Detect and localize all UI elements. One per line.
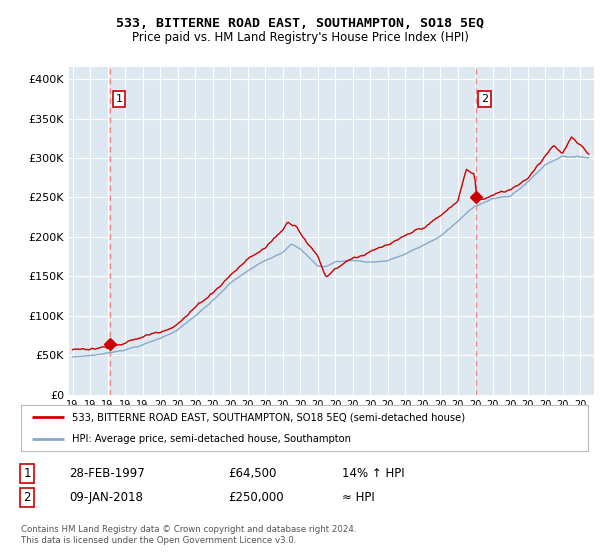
Text: 2: 2 <box>23 491 31 504</box>
Text: Contains HM Land Registry data © Crown copyright and database right 2024.
This d: Contains HM Land Registry data © Crown c… <box>21 525 356 545</box>
Text: 09-JAN-2018: 09-JAN-2018 <box>69 491 143 504</box>
Text: 28-FEB-1997: 28-FEB-1997 <box>69 466 145 480</box>
Text: 533, BITTERNE ROAD EAST, SOUTHAMPTON, SO18 5EQ: 533, BITTERNE ROAD EAST, SOUTHAMPTON, SO… <box>116 17 484 30</box>
Text: £64,500: £64,500 <box>228 466 277 480</box>
Text: 1: 1 <box>115 94 122 104</box>
Text: 2: 2 <box>481 94 488 104</box>
Text: 14% ↑ HPI: 14% ↑ HPI <box>342 466 404 480</box>
Text: ≈ HPI: ≈ HPI <box>342 491 375 504</box>
Text: 1: 1 <box>23 466 31 480</box>
Text: 533, BITTERNE ROAD EAST, SOUTHAMPTON, SO18 5EQ (semi-detached house): 533, BITTERNE ROAD EAST, SOUTHAMPTON, SO… <box>72 412 465 422</box>
Text: Price paid vs. HM Land Registry's House Price Index (HPI): Price paid vs. HM Land Registry's House … <box>131 31 469 44</box>
Text: £250,000: £250,000 <box>228 491 284 504</box>
Text: HPI: Average price, semi-detached house, Southampton: HPI: Average price, semi-detached house,… <box>72 435 351 444</box>
